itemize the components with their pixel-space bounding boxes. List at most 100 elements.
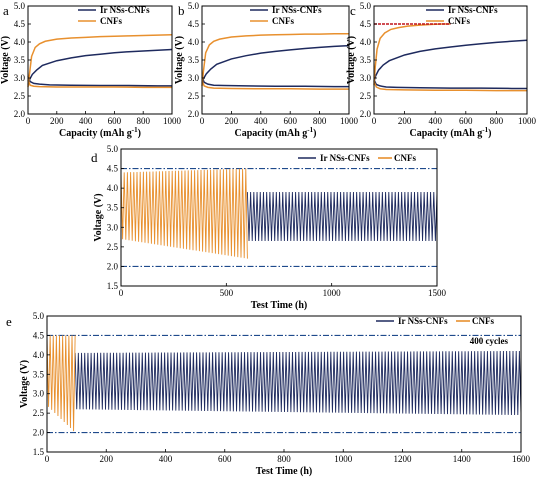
series-line-ir-nss-cnfs — [74, 350, 522, 416]
y-tick-label: 4.0 — [14, 37, 26, 47]
y-tick-label: 3.5 — [188, 55, 200, 65]
y-tick-label: 2.0 — [14, 109, 26, 119]
y-tick-label: 2.0 — [360, 109, 372, 119]
series-line-cnfs — [46, 335, 76, 432]
y-tick-label: 3.5 — [360, 55, 372, 65]
y-axis-label: Voltage (V) — [19, 360, 30, 408]
y-axis-label: Voltage (V) — [93, 193, 104, 241]
y-tick-label: 2.0 — [188, 109, 200, 119]
x-axis-label: Test Time (h) — [256, 466, 313, 477]
x-tick-label: 800 — [136, 116, 150, 126]
x-axis-label: Capacity (mAh g-1) — [235, 126, 317, 139]
x-tick-label: 0 — [119, 288, 124, 298]
y-tick-label: 5.0 — [33, 311, 45, 321]
x-tick-label: 1000 — [334, 454, 353, 464]
y-tick-label: 3.5 — [14, 55, 26, 65]
x-tick-label: 0 — [26, 116, 31, 126]
x-tick-label: 0 — [372, 116, 377, 126]
x-tick-label: 200 — [50, 116, 64, 126]
panel-label: b — [178, 3, 185, 18]
series-line-cnfs — [201, 80, 349, 90]
y-tick-label: 2.5 — [33, 408, 45, 418]
series-line-cnfs — [373, 23, 451, 86]
y-tick-label: 2.5 — [14, 91, 26, 101]
series-line-ir-nss-cnfs — [246, 192, 438, 242]
x-tick-label: 800 — [490, 116, 504, 126]
series-line-cnfs — [27, 79, 172, 89]
y-tick-label: 3.5 — [107, 203, 119, 213]
panel-label: d — [91, 150, 98, 165]
x-tick-label: 1000 — [163, 116, 182, 126]
x-tick-label: 200 — [398, 116, 412, 126]
y-tick-label: 3.0 — [107, 222, 119, 232]
y-tick-label: 2.0 — [107, 261, 119, 271]
x-tick-label: 200 — [225, 116, 239, 126]
panel-label: a — [3, 3, 9, 18]
x-tick-label: 600 — [283, 116, 297, 126]
y-tick-label: 4.5 — [360, 19, 372, 29]
legend-label-cnfs: CNFs — [394, 153, 416, 163]
y-axis-label: Voltage (V) — [0, 36, 11, 84]
series-line-cnfs — [120, 168, 248, 259]
x-tick-label: 600 — [459, 116, 473, 126]
x-axis-label: Capacity (mAh g-1) — [59, 126, 141, 139]
legend-label-cnfs: CNFs — [448, 16, 470, 26]
y-tick-label: 5.0 — [107, 144, 119, 154]
legend-label-ir-nss-cnfs: Ir NSs-CNFs — [320, 153, 370, 163]
y-tick-label: 2.5 — [360, 91, 372, 101]
legend-label-ir-nss-cnfs: Ir NSs-CNFs — [398, 316, 448, 326]
y-tick-label: 4.5 — [188, 19, 200, 29]
series-line-ir-nss-cnfs — [201, 44, 350, 84]
series-line-ir-nss-cnfs — [373, 39, 528, 82]
panel-label: c — [350, 3, 356, 18]
x-tick-label: 400 — [79, 116, 93, 126]
legend-label-ir-nss-cnfs: Ir NSs-CNFs — [100, 5, 150, 15]
x-tick-label: 400 — [254, 116, 268, 126]
y-tick-label: 3.0 — [14, 73, 26, 83]
y-axis-label: Voltage (V) — [346, 36, 357, 84]
series-line-ir-nss-cnfs — [201, 76, 349, 88]
x-tick-label: 200 — [100, 454, 114, 464]
x-tick-label: 400 — [159, 454, 173, 464]
x-axis-label: Capacity (mAh g-1) — [410, 126, 492, 139]
x-tick-label: 600 — [218, 454, 232, 464]
x-tick-label: 0 — [45, 454, 50, 464]
series-line-cnfs — [27, 34, 173, 88]
y-tick-label: 4.0 — [360, 37, 372, 47]
y-tick-label: 3.5 — [33, 369, 45, 379]
x-tick-label: 1000 — [323, 288, 342, 298]
series-line-cnfs — [201, 32, 349, 86]
y-tick-label: 5.0 — [360, 1, 372, 11]
x-axis-label: Test Time (h) — [251, 300, 308, 311]
y-tick-label: 2.5 — [188, 91, 200, 101]
annotation-cycles: 400 cycles — [470, 336, 509, 346]
x-tick-label: 1500 — [428, 288, 447, 298]
y-tick-label: 4.5 — [107, 164, 119, 174]
y-tick-label: 5.0 — [188, 1, 200, 11]
legend-label-cnfs: CNFs — [272, 16, 294, 26]
x-tick-label: 1000 — [340, 116, 359, 126]
x-tick-label: 1600 — [512, 454, 531, 464]
x-tick-label: 1400 — [453, 454, 472, 464]
x-tick-label: 800 — [313, 116, 327, 126]
series-line-ir-nss-cnfs — [373, 79, 527, 90]
y-tick-label: 1.5 — [107, 281, 119, 291]
y-tick-label: 4.5 — [33, 330, 45, 340]
x-tick-label: 0 — [200, 116, 205, 126]
y-tick-label: 5.0 — [14, 1, 26, 11]
y-tick-label: 4.0 — [188, 37, 200, 47]
y-tick-label: 4.5 — [14, 19, 26, 29]
x-tick-label: 500 — [220, 288, 234, 298]
legend-label-cnfs: CNFs — [100, 16, 122, 26]
y-tick-label: 1.5 — [33, 447, 45, 457]
y-tick-label: 4.0 — [107, 183, 119, 193]
y-tick-label: 3.0 — [188, 73, 200, 83]
x-tick-label: 400 — [428, 116, 442, 126]
series-line-ir-nss-cnfs — [27, 48, 173, 85]
legend-label-ir-nss-cnfs: Ir NSs-CNFs — [272, 5, 322, 15]
x-tick-label: 1000 — [518, 116, 537, 126]
y-tick-label: 3.0 — [360, 73, 372, 83]
legend-label-ir-nss-cnfs: Ir NSs-CNFs — [448, 5, 498, 15]
panel-label: e — [6, 314, 12, 329]
